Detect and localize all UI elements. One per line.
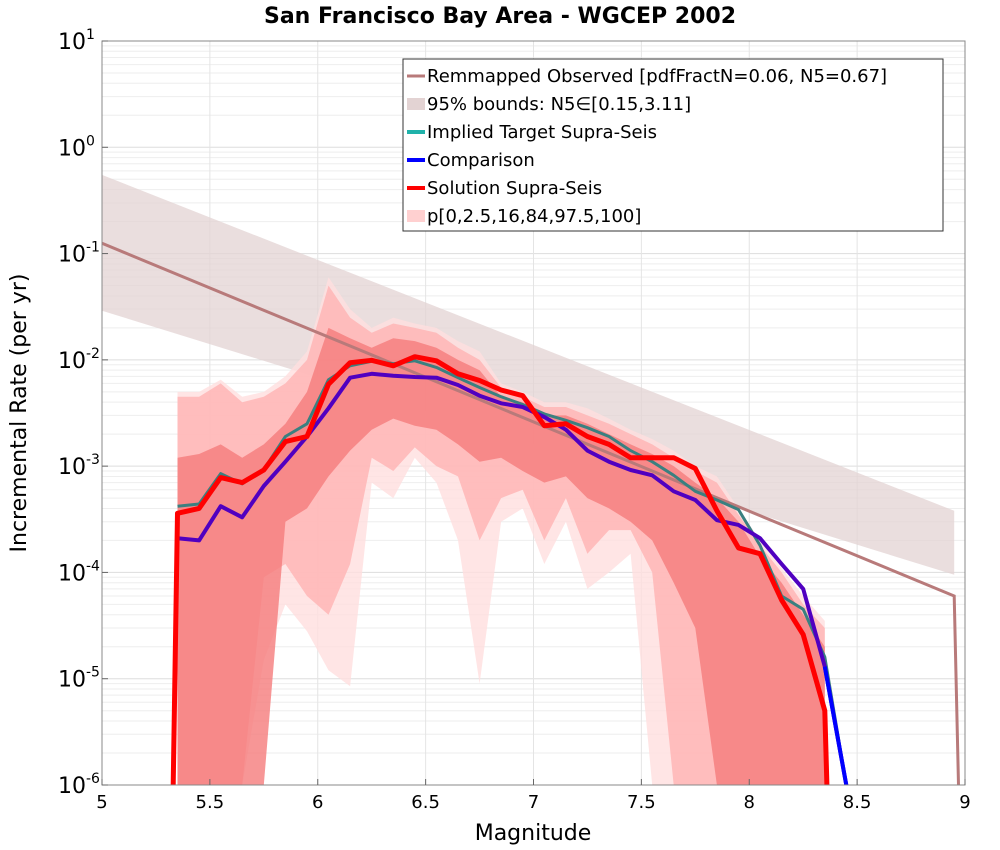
chart-title: San Francisco Bay Area - WGCEP 2002 [264, 4, 736, 29]
bounds-95-band [102, 174, 955, 575]
bands [102, 174, 955, 785]
x-tick-label: 7 [528, 792, 539, 813]
x-tick-label: 8 [744, 792, 755, 813]
x-tick-label: 8.5 [843, 792, 872, 813]
x-tick-label: 9 [959, 792, 970, 813]
legend-label: 95% bounds: N5∈[0.15,3.11] [427, 94, 691, 115]
percentile-band-16-84 [177, 327, 825, 785]
y-axis-label: Incremental Rate (per yr) [7, 274, 32, 553]
legend-label: p[0,2.5,16,84,97.5,100] [427, 206, 641, 227]
legend-label: Remmapped Observed [pdfFractN=0.06, N5=0… [427, 66, 887, 87]
legend-label: Solution Supra-Seis [427, 178, 602, 199]
observed-line [101, 241, 960, 786]
x-axis-label: Magnitude [475, 821, 592, 846]
x-tick-label: 6 [312, 792, 323, 813]
y-tick-label: 10-1 [58, 240, 100, 268]
y-tick-label: 10-5 [58, 665, 100, 693]
series-lines [101, 241, 960, 786]
legend-swatch [407, 210, 425, 222]
legend-box [402, 58, 944, 232]
y-tick-labels: 10-6 10-5 10-4 10-3 10-2 10-1 100 101 [58, 27, 108, 799]
x-tick-label: 7.5 [627, 792, 656, 813]
legend-swatch [407, 98, 425, 110]
legend-label: Implied Target Supra-Seis [427, 122, 657, 143]
x-tick-label: 5.5 [196, 792, 225, 813]
y-tick-label: 10-6 [58, 771, 100, 799]
y-tick-label: 100 [58, 133, 95, 161]
comparison-tail-line [822, 666, 849, 786]
implied-target-line [177, 359, 848, 786]
legend: Remmapped Observed [pdfFractN=0.06, N5=0… [402, 58, 944, 232]
x-tick-label: 6.5 [411, 792, 440, 813]
legend-label: Comparison [427, 150, 535, 171]
y-tick-label: 101 [58, 27, 95, 55]
comparison-line [177, 371, 849, 786]
x-tick-labels: 5 5.5 6 6.5 7 7.5 8 8.5 9 [96, 779, 971, 813]
y-tick-label: 10-2 [58, 346, 100, 374]
solution-line [170, 354, 830, 786]
x-tick-label: 5 [96, 792, 107, 813]
y-tick-label: 10-4 [58, 558, 100, 586]
y-tick-label: 10-3 [58, 452, 100, 480]
